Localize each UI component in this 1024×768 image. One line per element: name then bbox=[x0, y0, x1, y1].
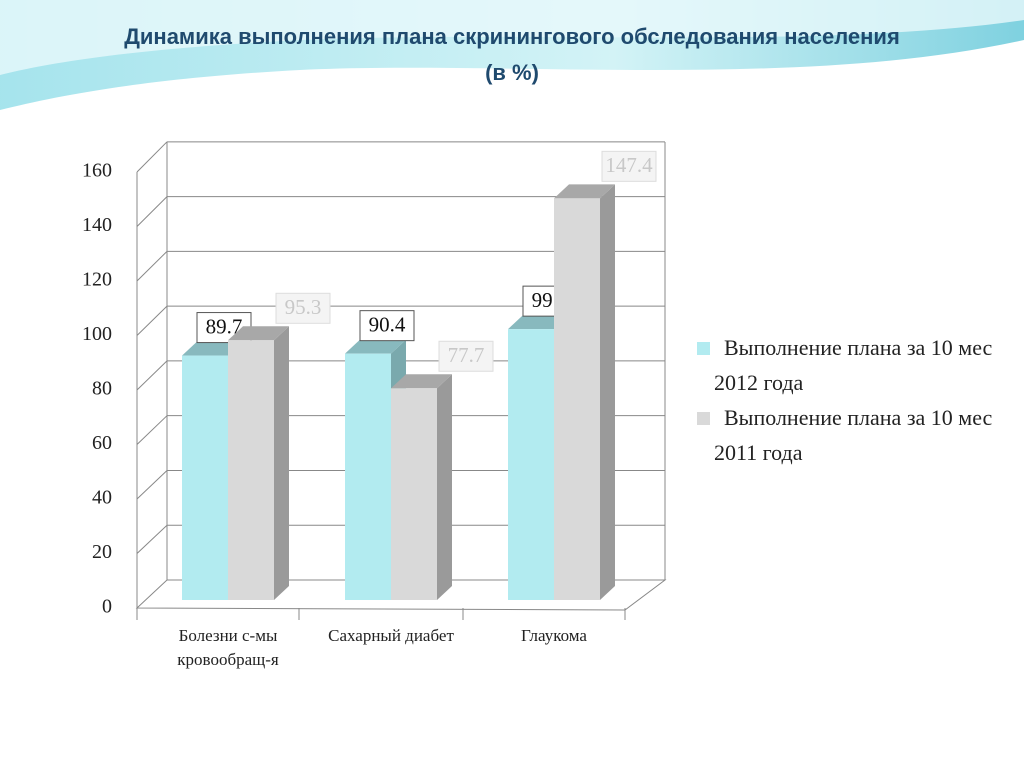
x-tick-label: Болезни с-мы кровообращ-я bbox=[177, 626, 279, 669]
grid-line bbox=[136, 360, 168, 391]
bar-top bbox=[182, 341, 243, 356]
y-tick-label: 40 bbox=[92, 487, 112, 509]
y-tick-label: 80 bbox=[92, 378, 112, 400]
bar bbox=[182, 355, 228, 600]
grid-line bbox=[136, 470, 168, 500]
y-tick-label: 0 bbox=[102, 596, 112, 618]
bar bbox=[391, 388, 437, 600]
value-label: 77.7 bbox=[448, 343, 485, 367]
bar bbox=[554, 198, 600, 600]
bar-side bbox=[274, 326, 289, 600]
bar-top bbox=[554, 184, 615, 199]
grid-line bbox=[136, 196, 168, 227]
x-tick-label: Глаукома bbox=[521, 626, 587, 645]
value-label-box bbox=[359, 310, 415, 342]
bar bbox=[508, 329, 554, 600]
grid-line bbox=[136, 524, 168, 554]
value-label-box bbox=[601, 150, 657, 182]
value-label-box bbox=[438, 340, 494, 372]
y-tick-label: 60 bbox=[92, 432, 112, 454]
legend-swatch bbox=[697, 342, 710, 355]
bar-top bbox=[508, 315, 569, 330]
grid-line bbox=[136, 415, 168, 445]
legend-label: Выполнение плана за 10 мес 2012 года bbox=[714, 335, 993, 395]
bar-top bbox=[228, 326, 289, 341]
grid-line bbox=[136, 251, 168, 282]
bar-top bbox=[391, 374, 452, 389]
value-label: 95.3 bbox=[285, 295, 322, 319]
value-label: 147.4 bbox=[605, 153, 653, 177]
chart-title: Динамика выполнения плана скринингового … bbox=[124, 24, 900, 49]
legend-swatch bbox=[697, 412, 710, 425]
x-tick-label: Сахарный диабет bbox=[328, 626, 454, 645]
value-label-box bbox=[275, 292, 331, 324]
value-label: 90.4 bbox=[369, 312, 406, 336]
grid-line bbox=[136, 305, 168, 336]
legend-label: Выполнение плана за 10 мес 2011 года bbox=[714, 405, 993, 465]
bar-side bbox=[437, 374, 452, 600]
bar bbox=[228, 340, 274, 600]
bar bbox=[345, 353, 391, 600]
y-tick-label: 140 bbox=[82, 214, 112, 236]
header-wave bbox=[0, 0, 1024, 75]
y-tick-label: 120 bbox=[82, 269, 112, 291]
chart-subtitle: (в %) bbox=[485, 60, 539, 85]
y-tick-label: 100 bbox=[82, 323, 112, 345]
y-tick-label: 20 bbox=[92, 541, 112, 563]
bar-top bbox=[345, 339, 406, 354]
y-tick-label: 160 bbox=[82, 160, 112, 182]
bar-side bbox=[600, 184, 615, 600]
grid-line bbox=[136, 141, 168, 173]
